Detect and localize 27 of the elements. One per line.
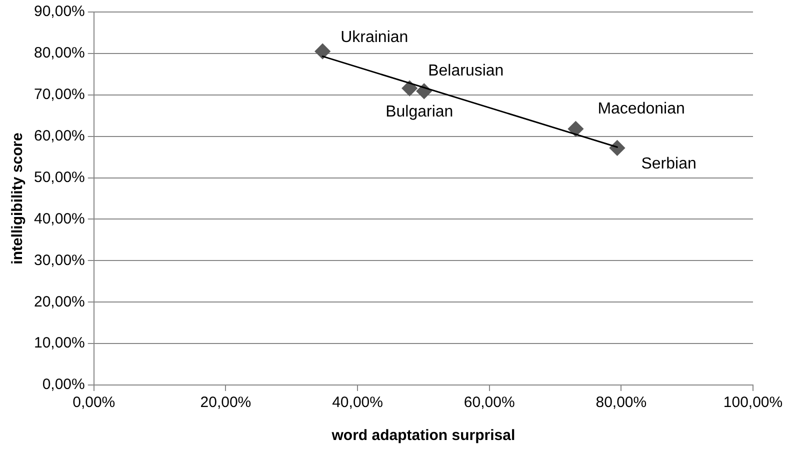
y-tick-label: 90,00%	[34, 3, 85, 20]
x-tick-label: 40,00%	[332, 394, 383, 412]
y-tick-label: 30,00%	[34, 252, 85, 269]
y-tick-label: 20,00%	[34, 293, 85, 310]
y-tick-label: 40,00%	[34, 210, 85, 228]
x-tick-label: 100,00%	[723, 394, 783, 412]
point	[314, 44, 330, 60]
annotation: Bulgarian	[386, 104, 454, 121]
point	[609, 140, 625, 156]
annotation: Macedonian	[598, 100, 685, 118]
y-tick-label: 70,00%	[34, 86, 85, 104]
point	[568, 121, 584, 137]
annotation: Ukrainian	[340, 28, 408, 46]
x-tick-label: 20,00%	[200, 394, 252, 412]
y-tick-label: 0,00%	[42, 376, 85, 394]
point	[402, 80, 418, 96]
annotation: Serbian	[641, 155, 696, 172]
x-tick-label: 0,00%	[72, 394, 116, 412]
x-tick-label: 60,00%	[464, 394, 515, 412]
annotation: Belarusian	[428, 62, 504, 80]
y-tick-label: 10,00%	[34, 334, 85, 352]
y-tick-label: 50,00%	[34, 168, 85, 186]
y-tick-label: 80,00%	[34, 44, 85, 62]
y-tick-label: 60,00%	[34, 127, 85, 144]
x-tick-label: 80,00%	[596, 394, 647, 412]
x-axis-title: word adaptation surprisal	[330, 427, 516, 444]
y-axis-title: intelligibility score	[9, 132, 26, 264]
